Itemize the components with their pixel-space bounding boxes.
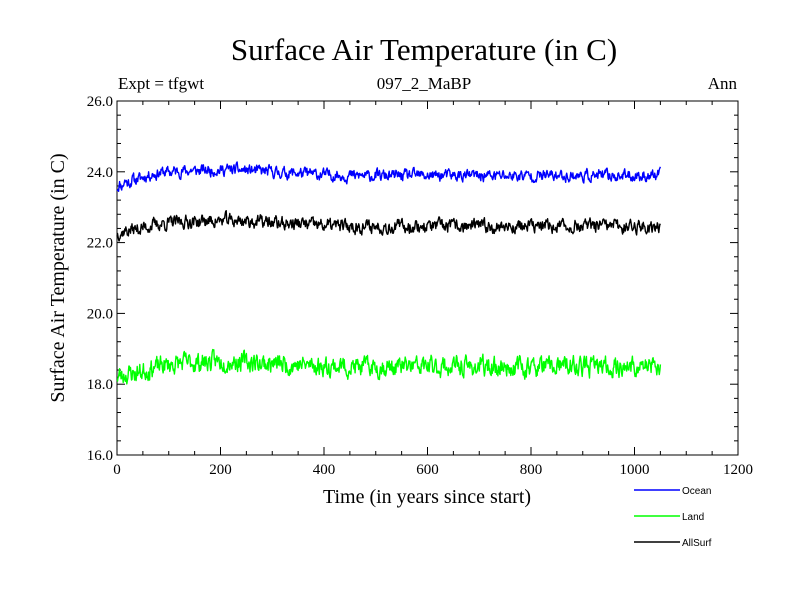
y-axis-label: Surface Air Temperature (in C) (47, 153, 69, 402)
x-axis-label: Time (in years since start) (323, 486, 531, 508)
y-tick-label: 18.0 (87, 377, 113, 393)
y-tick-label: 24.0 (87, 165, 113, 181)
chart-subtitle: 097_2_MaBP (377, 74, 471, 93)
y-tick-label: 26.0 (87, 94, 113, 110)
legend-label-land: Land (682, 512, 704, 523)
y-tick-label: 16.0 (87, 448, 113, 464)
legend-label-allsurf: AllSurf (682, 538, 712, 549)
legend-label-ocean: Ocean (682, 486, 711, 497)
y-tick-label: 20.0 (87, 306, 113, 322)
series-line-land (116, 348, 662, 385)
series-line-allsurf (116, 209, 661, 242)
legend: Ocean Land AllSurf (634, 486, 712, 549)
plot-area (116, 100, 739, 456)
plot-frame (116, 100, 739, 456)
x-tick-label: 600 (416, 462, 439, 478)
x-tick-label: 1200 (723, 462, 753, 478)
x-axis: 0 200 400 600 800 1000 1200 (113, 101, 753, 478)
x-tick-label: 800 (520, 462, 543, 478)
experiment-label: Expt = tfgwt (118, 74, 204, 93)
x-tick-label: 400 (313, 462, 336, 478)
x-tick-label: 1000 (620, 462, 650, 478)
season-label: Ann (708, 74, 738, 93)
x-tick-label: 200 (209, 462, 232, 478)
series-lines (116, 161, 662, 385)
series-line-ocean (116, 161, 662, 193)
x-tick-label: 0 (113, 462, 121, 478)
chart-title: Surface Air Temperature (in C) (231, 32, 617, 67)
y-axis: 16.0 18.0 20.0 22.0 24.0 26.0 (87, 94, 738, 464)
y-tick-label: 22.0 (87, 236, 113, 252)
